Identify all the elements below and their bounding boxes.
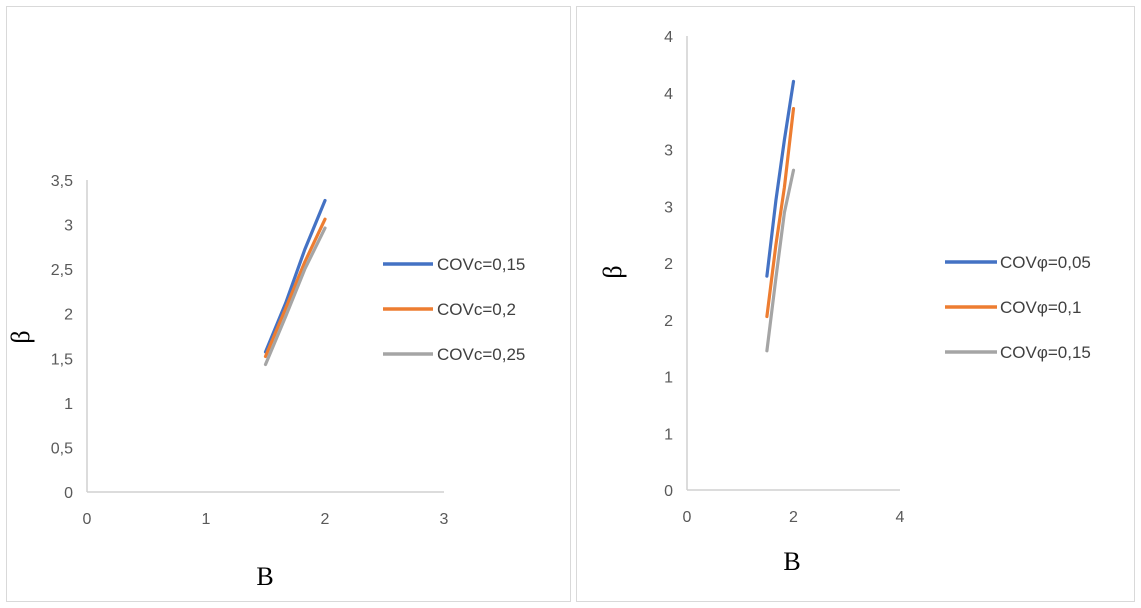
right-x-axis-title: B: [783, 547, 800, 576]
right-y-tick-label: 0: [664, 483, 673, 500]
left-y-tick-label: 0: [64, 485, 73, 502]
left-series-line-3: [263, 226, 327, 367]
right-x-tick-label: 0: [683, 509, 692, 526]
left-y-tick-label: 2,5: [51, 262, 73, 279]
right-y-tick-label: 2: [664, 256, 673, 273]
left-y-tick-label: 2: [64, 307, 73, 324]
right-y-tick-label: 1: [664, 426, 673, 443]
left-x-tick-label: 2: [321, 511, 330, 528]
right-y-tick-label: 1: [664, 370, 673, 387]
left-series-line-1: [263, 198, 327, 354]
chart-left: 0 0,5 1 1,5 2 2,5 3 3,5 0 1 2 3 Bβ COVc=0,15 COVc=0,2 C…: [7, 173, 525, 591]
right-series-line-3: [765, 168, 796, 353]
right-x-tick-label: 4: [896, 509, 905, 526]
right-y-tick-label: 3: [664, 143, 673, 160]
left-x-tick-label: 1: [202, 511, 211, 528]
left-y-axis-title: β: [7, 330, 35, 343]
left-y-tick-label: 3: [64, 218, 73, 235]
right-y-tick-label: 4: [664, 86, 673, 103]
right-y-tick-label: 2: [664, 313, 673, 330]
right-series-line-1: [765, 79, 796, 278]
right-series-line-2: [765, 106, 796, 319]
left-legend-label-1: COVc=0,15: [437, 255, 525, 274]
right-x-tick-label: 2: [789, 509, 798, 526]
chart-right: 0 1 1 2 2 3 3 4 4 0 2 4 Bβ COVφ=0,05 COVφ=0,1 COVφ=0,15: [598, 29, 1091, 576]
right-y-tick-label: 3: [664, 199, 673, 216]
left-y-tick-label: 1,5: [51, 351, 73, 368]
right-legend-label-2: COVφ=0,1: [1000, 298, 1081, 317]
right-legend-label-1: COVφ=0,05: [1000, 253, 1091, 272]
left-legend-label-3: COVc=0,25: [437, 345, 525, 364]
left-y-tick-label: 3,5: [51, 173, 73, 190]
left-legend-label-2: COVc=0,2: [437, 300, 516, 319]
left-x-axis-title: B: [256, 562, 273, 591]
right-y-tick-label: 4: [664, 29, 673, 46]
left-x-tick-label: 3: [440, 511, 449, 528]
left-series-line-2: [263, 217, 327, 359]
right-legend-label-3: COVφ=0,15: [1000, 343, 1091, 362]
left-x-tick-label: 0: [83, 511, 92, 528]
left-y-tick-label: 0,5: [51, 440, 73, 457]
right-y-axis-title: β: [598, 265, 627, 278]
left-y-tick-label: 1: [64, 396, 73, 413]
